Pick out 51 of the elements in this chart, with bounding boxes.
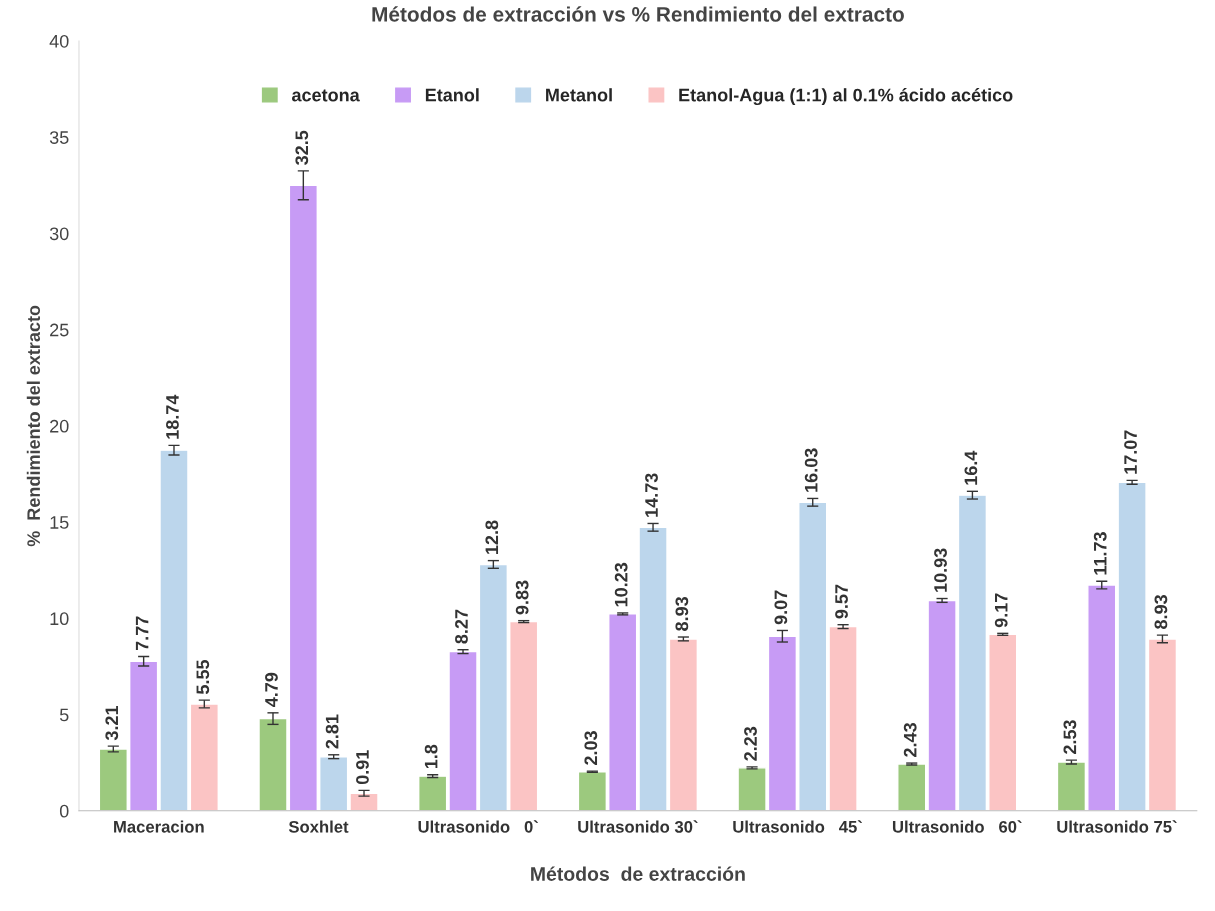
- y-tick-label: 25: [50, 323, 69, 337]
- y-tick-label: 0: [59, 804, 69, 818]
- data-label: 18.74: [166, 394, 179, 439]
- data-label: 9.17: [994, 593, 1008, 628]
- legend-label: Etanol-Agua (1:1) al 0.1% ácido acético: [679, 88, 1013, 106]
- y-tick-label: 15: [50, 516, 69, 529]
- x-tick-label: Ultrasonido 75`: [1057, 820, 1177, 833]
- x-axis-title: Métodos de extracción: [531, 866, 745, 881]
- data-label: 8.93: [1154, 595, 1168, 629]
- x-tick-label: Ultrasonido 60`: [892, 820, 1022, 833]
- data-label: 16.4: [964, 450, 978, 485]
- data-label: 11.73: [1093, 532, 1107, 575]
- y-tick-label: 20: [50, 419, 69, 433]
- y-axis-title: % Rendimiento del extracto: [26, 305, 41, 547]
- data-label: 3.21: [105, 705, 119, 741]
- x-tick-label: Ultrasonido 0`: [418, 820, 538, 833]
- data-label: 8.27: [455, 609, 468, 644]
- legend-label: Etanol: [425, 88, 479, 102]
- data-label: 12.8: [485, 520, 499, 554]
- y-tick-label: 10: [50, 612, 69, 626]
- x-tick-label: Maceracion: [114, 820, 204, 833]
- y-tick-label: 5: [59, 708, 69, 722]
- chart-title: Métodos de extracción vs % Rendimiento del extracto: [372, 6, 904, 22]
- y-tick-label: 35: [49, 131, 69, 144]
- data-label: 9.57: [835, 584, 848, 619]
- data-label: 7.77: [135, 616, 149, 651]
- data-label: 10.23: [614, 562, 628, 607]
- data-label: 16.03: [804, 448, 818, 492]
- data-label: 10.93: [934, 548, 947, 592]
- data-label: 2.81: [325, 714, 339, 749]
- legend-label: Metanol: [546, 88, 612, 102]
- data-label: 8.93: [675, 596, 689, 631]
- data-label: 32.5: [295, 130, 309, 165]
- data-label: 14.73: [645, 473, 658, 517]
- data-label: 9.07: [774, 590, 788, 625]
- data-label: 2.53: [1063, 720, 1077, 754]
- data-label: 5.55: [196, 659, 210, 695]
- data-label: 0.91: [356, 750, 369, 785]
- data-label: 9.83: [515, 580, 529, 615]
- y-tick-label: 40: [49, 34, 69, 48]
- data-label: 2.43: [903, 723, 917, 757]
- y-tick-label: 30: [49, 227, 69, 241]
- data-label: 17.07: [1124, 430, 1137, 474]
- data-label: 4.79: [265, 672, 278, 707]
- x-tick-label: Ultrasonido 45`: [733, 820, 862, 833]
- data-label: 2.03: [584, 731, 598, 765]
- data-label: 2.23: [744, 726, 757, 761]
- x-tick-label: Soxhlet: [288, 820, 349, 833]
- data-label: 1.8: [424, 744, 438, 769]
- x-tick-label: Ultrasonido 30`: [578, 820, 698, 833]
- legend-label: acetona: [292, 89, 360, 102]
